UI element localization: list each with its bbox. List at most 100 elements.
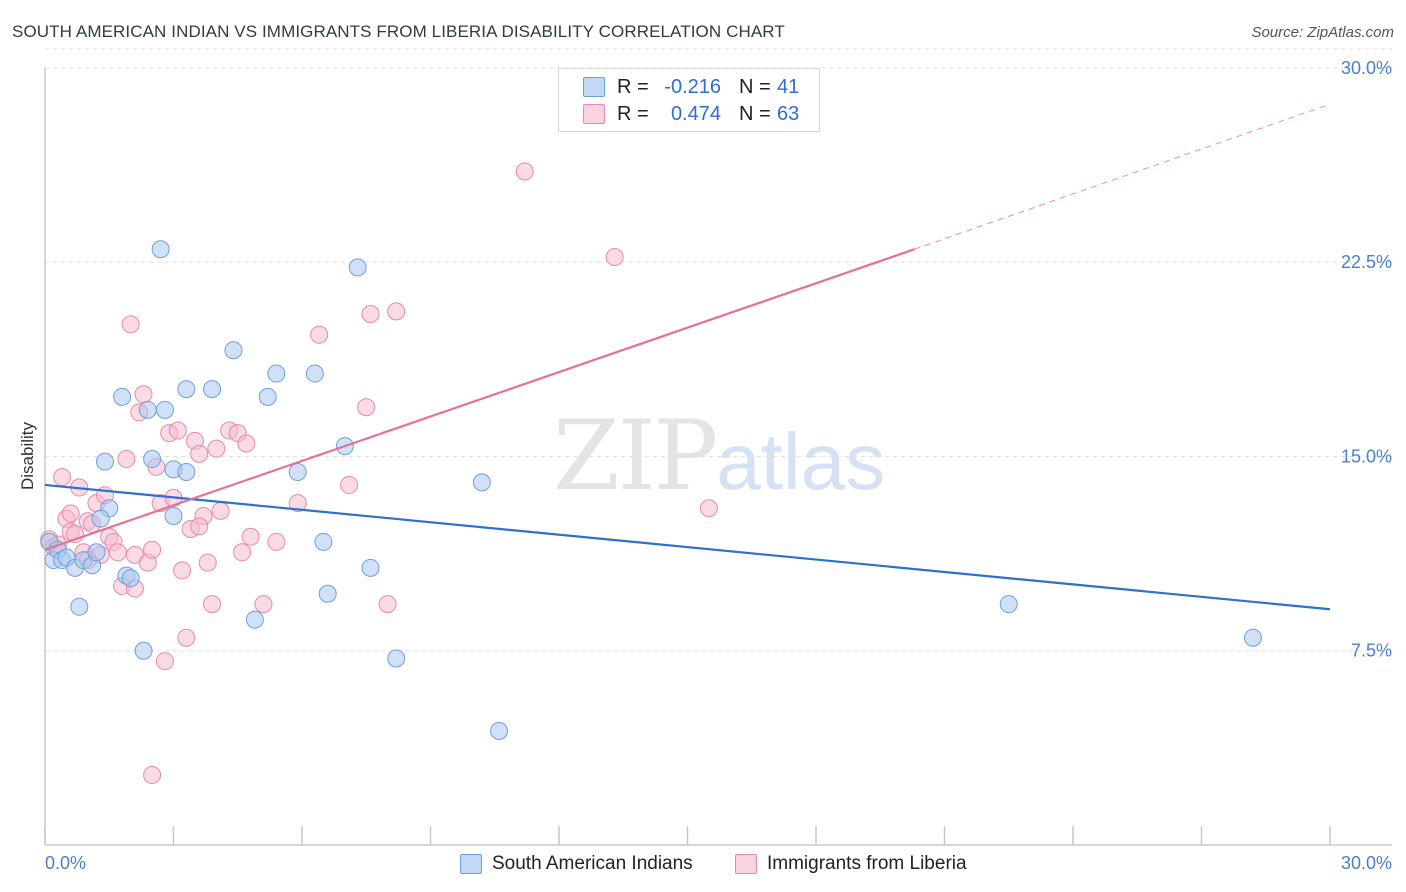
grid-lines (45, 48, 1392, 652)
blue-point (387, 649, 406, 668)
pink-point (155, 652, 174, 671)
y-tick-label: 22.5% (1341, 252, 1392, 272)
pink-point (267, 532, 286, 551)
blue-point (288, 462, 307, 481)
blue-point (490, 722, 509, 741)
legend-r-label: R = (617, 102, 649, 125)
blue-point (472, 473, 491, 492)
blue-point (155, 400, 174, 419)
source-label: Source: ZipAtlas.com (1251, 24, 1394, 41)
blue-point (143, 450, 162, 469)
pink-point (198, 553, 217, 572)
x-tick-label: 30.0% (1341, 853, 1392, 873)
blue-point (258, 387, 277, 406)
pink-point (61, 504, 80, 523)
pink-point (173, 561, 192, 580)
pink-point (515, 162, 534, 181)
blue-point (999, 595, 1018, 614)
blue-point (70, 597, 89, 616)
pink-point (53, 468, 72, 487)
pink-points (40, 162, 718, 785)
blue-point (113, 387, 132, 406)
pink-point (168, 421, 187, 440)
blue-point (361, 558, 380, 577)
blue-point (121, 569, 140, 588)
trend-lines (44, 103, 1331, 611)
pink-point (605, 247, 624, 266)
legend-swatch-blue (583, 77, 605, 97)
blue-trend-line (44, 483, 1331, 611)
blue-point (314, 532, 333, 551)
pink-point (241, 527, 260, 546)
watermark-atlas: atlas (716, 417, 886, 506)
pink-point (233, 543, 252, 562)
correlation-legend: R = -0.216 N = 41 R = 0.474 N = 63 (558, 68, 820, 132)
bottom-legend-swatch-blue (460, 854, 482, 874)
x-tick-label: 0.0% (45, 853, 86, 873)
blue-point (164, 507, 183, 526)
legend-row-pink: R = 0.474 N = 63 (583, 102, 800, 126)
bottom-legend-pink: Immigrants from Liberia (735, 852, 967, 876)
blue-point (87, 543, 106, 562)
legend-n-value: 41 (777, 75, 800, 98)
pink-point (237, 434, 256, 453)
y-tick-label: 7.5% (1351, 641, 1392, 661)
x-tick-labels: 0.0% 30.0% (45, 853, 1392, 873)
pink-point (699, 499, 718, 518)
pink-point (211, 501, 230, 520)
blue-point (1243, 628, 1262, 647)
legend-swatch-pink (583, 104, 605, 124)
pink-point (340, 475, 359, 494)
blue-point (138, 400, 157, 419)
pink-trend-extension (914, 103, 1331, 250)
pink-point (387, 302, 406, 321)
legend-r-value: -0.216 (664, 75, 721, 98)
bottom-legend-label-pink: Immigrants from Liberia (767, 853, 967, 874)
bottom-legend-label-blue: South American Indians (492, 853, 693, 874)
blue-point (177, 380, 196, 399)
pink-point (203, 595, 222, 614)
pink-point (361, 304, 380, 323)
blue-point (177, 462, 196, 481)
blue-point (151, 240, 170, 259)
pink-point (378, 595, 397, 614)
blue-point (224, 341, 243, 360)
pink-point (288, 494, 307, 513)
legend-r-value: 0.474 (670, 102, 721, 125)
legend-r-label: R = (617, 75, 649, 98)
legend-n-label: N = (739, 102, 771, 125)
pink-point (254, 595, 273, 614)
legend-row-blue: R = -0.216 N = 41 (583, 75, 800, 99)
pink-point (207, 439, 226, 458)
bottom-legend-swatch-pink (735, 854, 757, 874)
pink-point (134, 385, 153, 404)
y-tick-labels: 7.5% 15.0% 22.5% 30.0% (1341, 58, 1392, 661)
legend-n-value: 63 (777, 102, 800, 125)
blue-points (40, 240, 1262, 741)
blue-point (134, 641, 153, 660)
pink-point (357, 398, 376, 417)
blue-point (318, 584, 337, 603)
axes (44, 68, 1392, 846)
y-axis-label: Disability (18, 421, 37, 490)
chart-title: SOUTH AMERICAN INDIAN VS IMMIGRANTS FROM… (12, 22, 785, 41)
pink-point (190, 517, 209, 536)
blue-point (305, 364, 324, 383)
pink-point (310, 325, 329, 344)
blue-point (91, 509, 110, 528)
pink-point (108, 543, 127, 562)
pink-point (190, 444, 209, 463)
pink-trend-line (44, 248, 915, 551)
pink-point (121, 315, 140, 334)
pink-point (117, 450, 136, 469)
pink-point (143, 540, 162, 559)
blue-point (348, 258, 367, 277)
bottom-legend-blue: South American Indians (460, 852, 693, 876)
watermark: ZIPatlas (553, 400, 885, 512)
blue-point (95, 452, 114, 471)
blue-point (267, 364, 286, 383)
pink-point (143, 766, 162, 785)
legend-n-label: N = (739, 75, 771, 98)
watermark-zip: ZIP (553, 400, 718, 512)
